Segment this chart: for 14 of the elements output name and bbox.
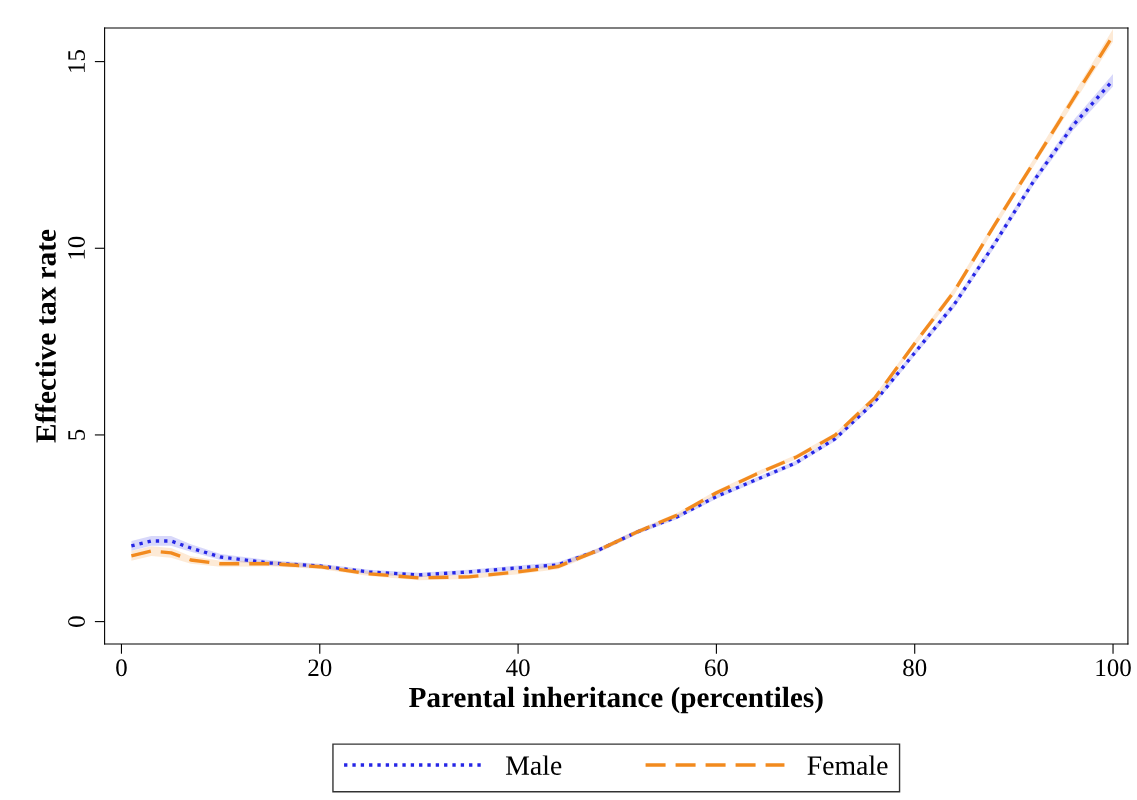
x-tick-label: 60 — [704, 659, 728, 677]
x-axis-title: Parental inheritance (percentiles) — [409, 686, 823, 714]
x-tick-label: 20 — [308, 659, 332, 677]
y-tick-label: 15 — [68, 50, 85, 72]
y-tick-label: 0 — [68, 616, 85, 627]
x-tick-label: 80 — [903, 659, 927, 677]
x-tick-label: 100 — [1096, 659, 1131, 677]
y-tick-label: 5 — [68, 429, 85, 440]
x-tick-label: 40 — [506, 659, 530, 677]
y-tick-label: 10 — [68, 236, 85, 259]
x-tick-label: 0 — [116, 659, 127, 677]
y-axis-title: Effective tax rate — [35, 229, 56, 443]
legend-label: Female — [807, 755, 888, 775]
legend-label: Male — [505, 755, 562, 775]
